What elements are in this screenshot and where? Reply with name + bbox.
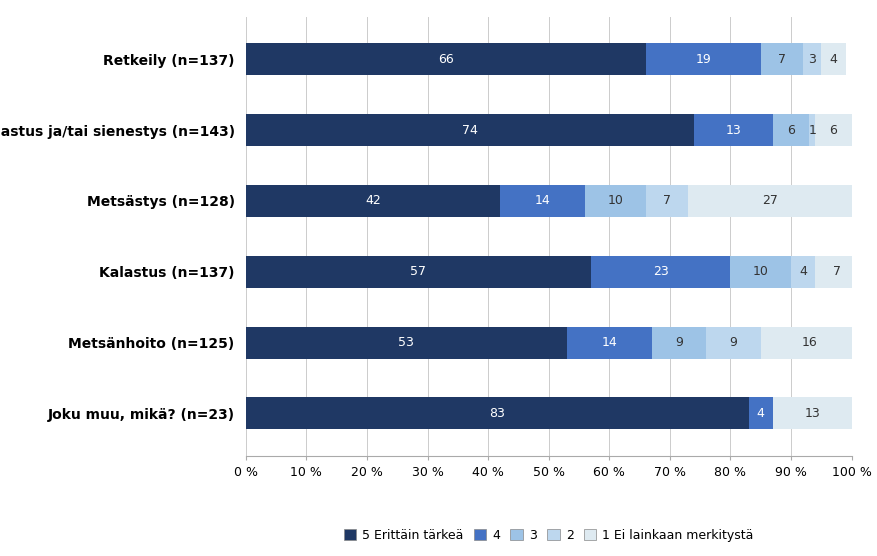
Bar (246, 326, 567, 359)
Text: 7: 7 (662, 195, 670, 207)
Legend: 5 Erittäin tärkeä, 4, 3, 2, 1 Ei lainkaan merkitystä: 5 Erittäin tärkeä, 4, 3, 2, 1 Ei lainkaa… (339, 524, 758, 547)
Bar (748, 398, 772, 429)
Bar (821, 43, 845, 75)
Text: 7: 7 (777, 53, 785, 66)
Text: 16: 16 (801, 336, 816, 349)
Text: 1: 1 (808, 123, 816, 137)
Bar (772, 114, 809, 146)
Bar (246, 114, 694, 146)
Text: 4: 4 (756, 407, 764, 420)
Text: 9: 9 (674, 336, 682, 349)
Bar (694, 114, 772, 146)
Bar (246, 43, 645, 75)
Bar (790, 256, 815, 287)
Text: 13: 13 (803, 407, 819, 420)
Text: 10: 10 (607, 195, 623, 207)
Text: 53: 53 (398, 336, 414, 349)
Bar (772, 398, 851, 429)
Bar (802, 43, 820, 75)
Text: 19: 19 (695, 53, 710, 66)
Bar (730, 256, 790, 287)
Text: 14: 14 (601, 336, 617, 349)
Text: 74: 74 (461, 123, 477, 137)
Text: 9: 9 (729, 336, 737, 349)
Bar (815, 114, 851, 146)
Bar (246, 398, 748, 429)
Bar (759, 326, 857, 359)
Text: 4: 4 (798, 265, 806, 278)
Bar (651, 326, 705, 359)
Bar (815, 256, 857, 287)
Text: 6: 6 (787, 123, 794, 137)
Text: 4: 4 (829, 53, 837, 66)
Bar (590, 256, 730, 287)
Text: 42: 42 (365, 195, 381, 207)
Bar (645, 185, 688, 217)
Text: 7: 7 (831, 265, 839, 278)
Bar (246, 256, 590, 287)
Bar (584, 185, 645, 217)
Text: 66: 66 (438, 53, 453, 66)
Bar (246, 185, 500, 217)
Bar (688, 185, 851, 217)
Text: 23: 23 (652, 265, 668, 278)
Text: 14: 14 (534, 195, 550, 207)
Text: 3: 3 (808, 53, 816, 66)
Bar (759, 43, 802, 75)
Text: 10: 10 (752, 265, 768, 278)
Text: 27: 27 (761, 195, 777, 207)
Text: 57: 57 (410, 265, 426, 278)
Bar (809, 114, 815, 146)
Bar (705, 326, 759, 359)
Bar (500, 185, 584, 217)
Text: 6: 6 (829, 123, 837, 137)
Text: 83: 83 (488, 407, 504, 420)
Bar (645, 43, 759, 75)
Text: 13: 13 (724, 123, 740, 137)
Bar (567, 326, 651, 359)
